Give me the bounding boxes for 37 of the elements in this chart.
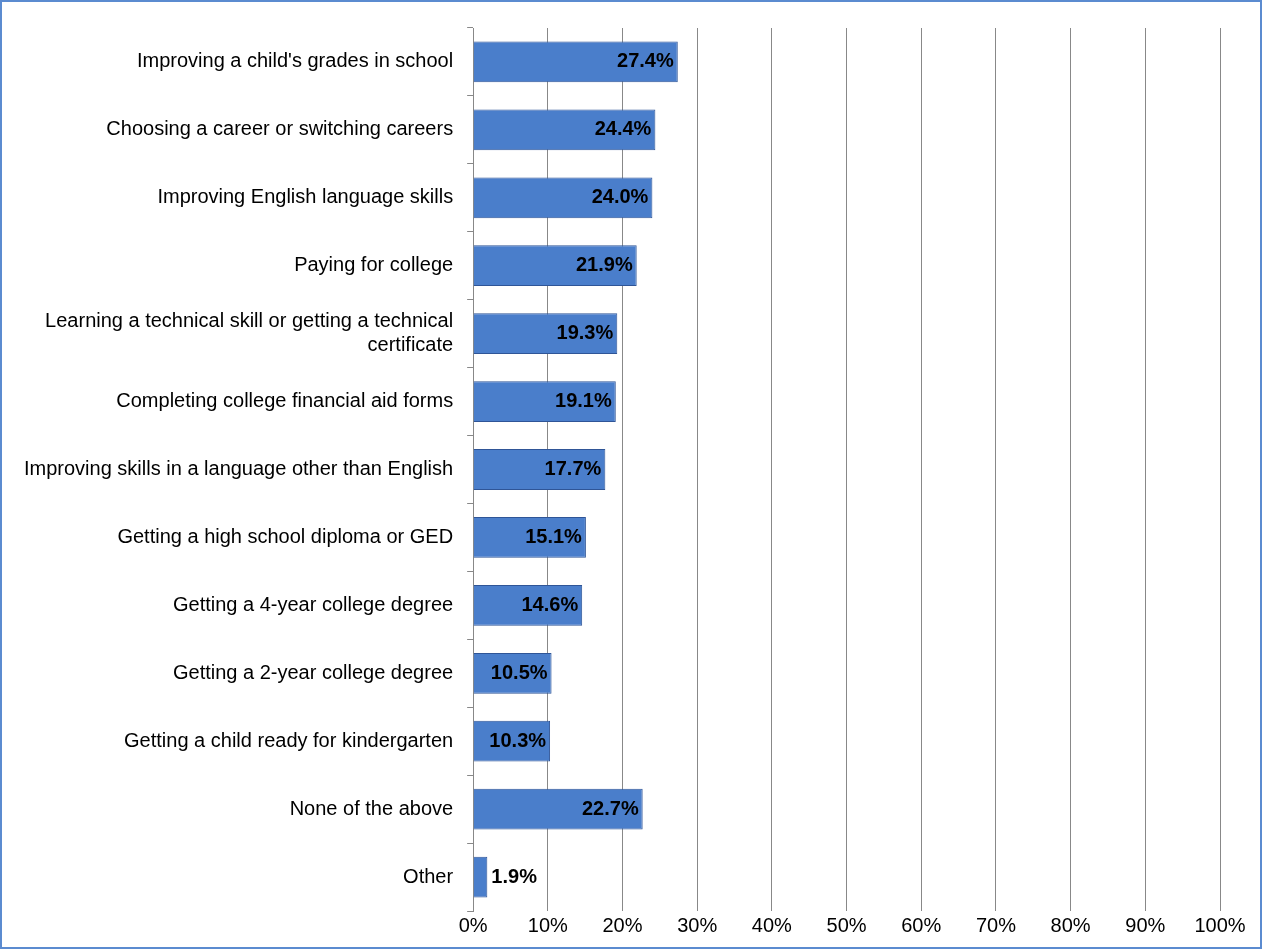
y-tick-label: Learning a technical skill or getting a technical certificate [45,309,454,356]
y-tick-label: Paying for college [294,253,454,276]
x-tick-label: 30% [677,913,718,936]
x-tick-label: 80% [1050,913,1091,936]
x-tick-label: 90% [1125,913,1166,936]
data-label: 17.7% [544,457,602,480]
y-tick-label: Completing college financial aid forms [116,389,454,412]
x-tick-label: 70% [975,913,1017,936]
data-label: 15.1% [525,524,583,547]
y-tick-label: Choosing a career or switching careers [106,117,454,140]
y-tick-label: Getting a high school diploma or GED [117,524,454,547]
y-tick-label: Getting a 2-year college degree [172,660,454,683]
x-tick-label: 100% [1194,913,1246,936]
y-tick-label: None of the above [289,796,454,819]
x-tick-label: 10% [527,913,569,936]
x-tick-label: 50% [826,913,867,936]
data-label: 10.5% [490,660,548,683]
y-tick-label: Getting a 4-year college degree [172,592,454,615]
y-tick-label: Getting a child ready for kindergarten [124,728,454,751]
data-label: 24.0% [591,185,649,208]
data-label: 1.9% [491,864,538,887]
data-label: 27.4% [617,49,674,72]
y-tick-label: Other [403,864,454,887]
data-label: 21.9% [575,253,633,276]
x-tick-label: 60% [901,913,942,936]
y-tick-label: Improving English language skills [157,185,454,208]
data-label: 10.3% [489,728,547,751]
data-label: 19.1% [555,389,612,412]
x-tick-label: 0% [458,913,488,936]
x-tick-label: 20% [602,913,643,936]
y-tick-label: Improving skills in a language other than English [24,457,454,480]
data-label: 14.6% [521,592,579,615]
data-label: 19.3% [556,321,614,344]
y-tick-label: Improving a child's grades in school [136,49,454,72]
x-tick-label: 40% [751,913,793,936]
data-label: 24.4% [594,117,652,140]
data-label: 22.7% [581,796,639,819]
